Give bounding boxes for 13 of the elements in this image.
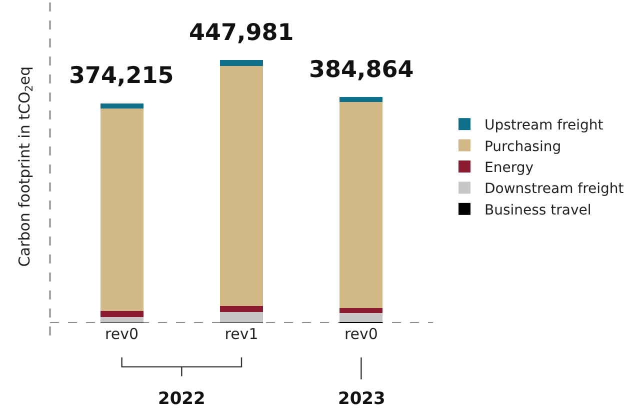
text: 447,981 [189,20,294,46]
annotation: 384,864 [309,57,414,83]
legend-label: Downstream freight [484,181,624,198]
x-tick-label: rev0 [344,325,378,343]
legend-label: Energy [484,160,534,176]
legend-label: Business travel [484,202,592,218]
legend-label: Upstream freight [484,118,604,134]
x-tick-label: rev0 [105,325,139,343]
legend-label: Purchasing [484,138,562,155]
text: 2022 [158,389,206,409]
x-tick-label: rev1 [224,325,258,343]
text: 2023 [338,389,386,409]
annotation: 374,215 [69,63,174,89]
